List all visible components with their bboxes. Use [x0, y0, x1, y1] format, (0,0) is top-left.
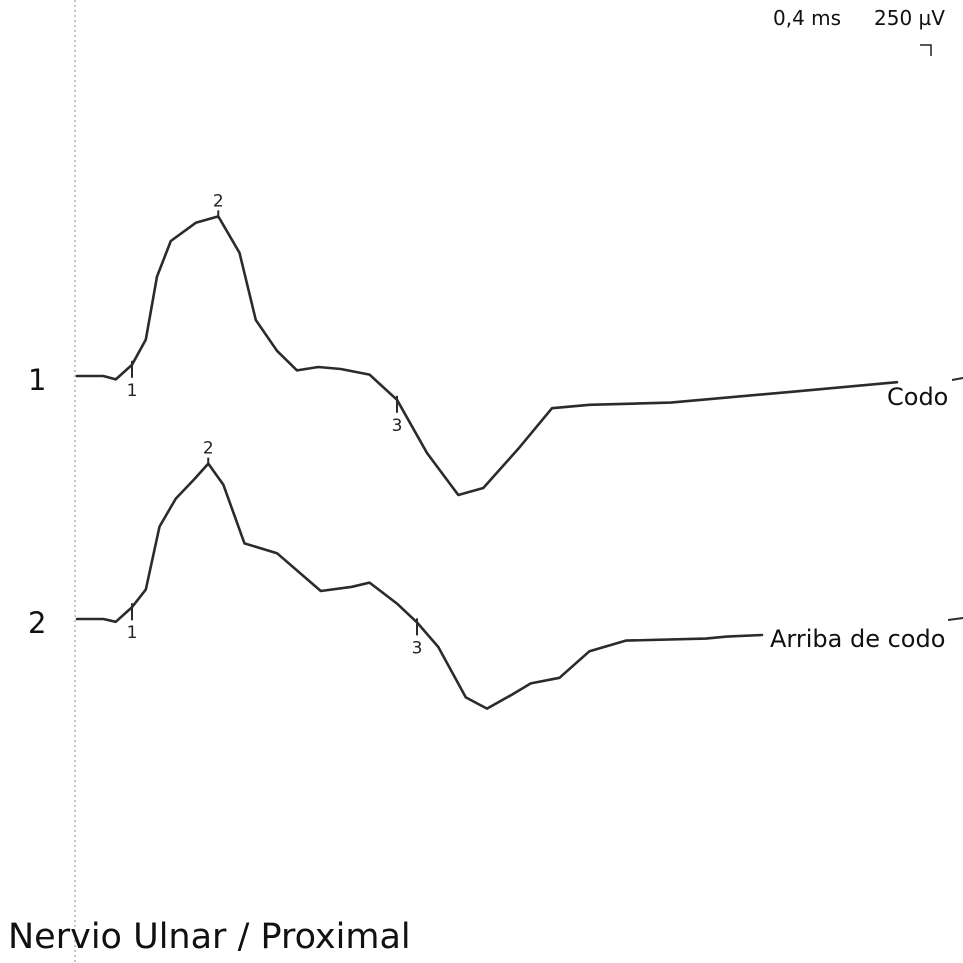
trace-2-number: 2 [28, 606, 46, 640]
trace-2-marker-3-label: 3 [412, 638, 423, 658]
chart-title: Nervio Ulnar / Proximal [8, 917, 411, 957]
trace-2-marker-2-label: 2 [203, 439, 214, 459]
time-scale-label: 0,4 ms [773, 6, 841, 30]
trace-2-name: Arriba de codo [770, 625, 945, 653]
trace-1-number: 1 [28, 363, 46, 397]
traces-group: 1 Codo 1 2 3 2 Arriba de codo 1 2 3 [28, 191, 963, 710]
trace-1-marker-2-label: 2 [213, 191, 224, 211]
trace-1-marker-3-label: 3 [392, 416, 403, 436]
trace-2-end-stub [947, 617, 963, 621]
trace-1-marker-1-label: 1 [127, 381, 138, 401]
amplitude-scale-label: 250 µV [874, 6, 945, 30]
trace-1-line [75, 215, 899, 497]
scale-corner-mark [920, 44, 932, 56]
trace-2-line [75, 462, 764, 710]
trace-2-marker-1-label: 1 [127, 623, 138, 643]
trace-1-name: Codo [887, 383, 948, 411]
trace-1-end-stub [951, 377, 963, 381]
